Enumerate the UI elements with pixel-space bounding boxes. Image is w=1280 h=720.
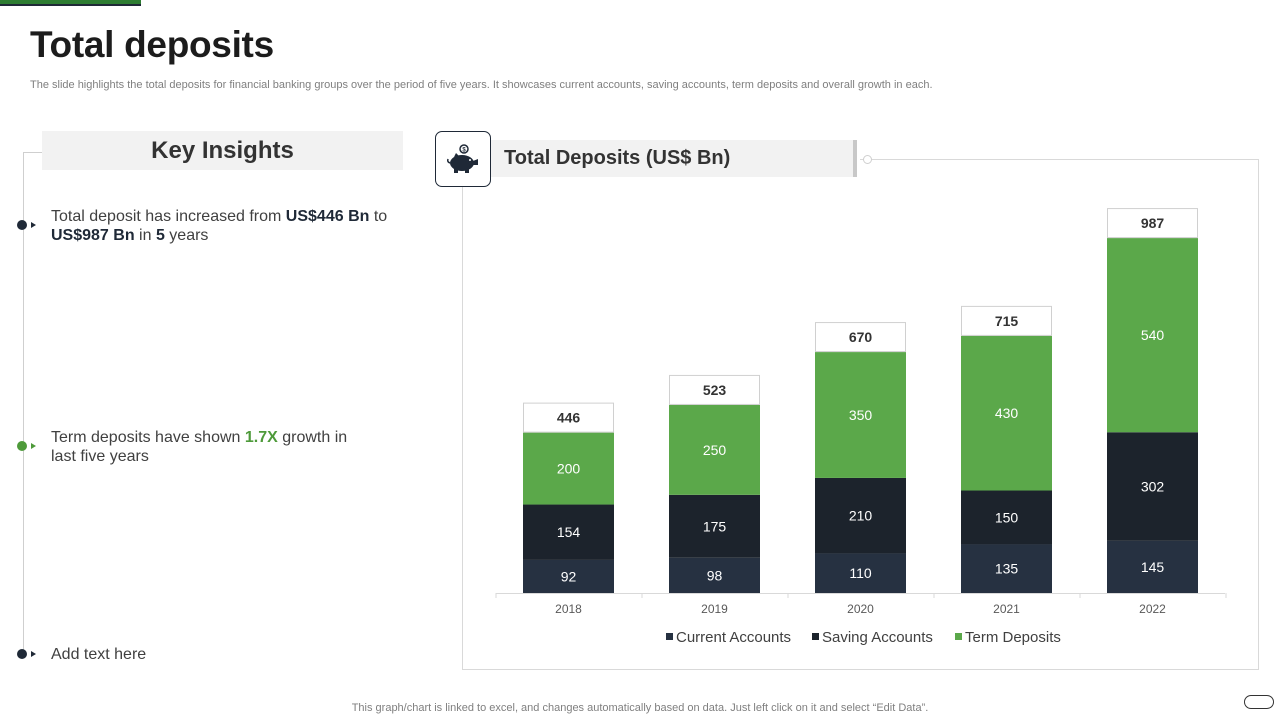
key-insights-title: Key Insights bbox=[151, 136, 294, 164]
frame-connector-dot bbox=[863, 155, 872, 164]
data-label: 135 bbox=[995, 561, 1019, 577]
legend-label: Saving Accounts bbox=[822, 629, 933, 646]
insight-item-3: Add text here bbox=[51, 646, 147, 663]
bullet-marker-1 bbox=[17, 220, 36, 230]
bullet-marker-2 bbox=[17, 441, 36, 451]
x-tick-label: 2021 bbox=[993, 602, 1020, 616]
timeline-line bbox=[23, 152, 24, 654]
term-deposits-bar bbox=[815, 352, 906, 478]
x-tick-label: 2018 bbox=[555, 602, 582, 616]
term-deposits-bar bbox=[669, 404, 760, 495]
term-deposits-bar bbox=[1107, 238, 1198, 433]
x-tick-label: 2022 bbox=[1139, 602, 1166, 616]
current-accounts-bar bbox=[961, 544, 1052, 593]
arrow-right-icon bbox=[31, 443, 36, 449]
total-label: 446 bbox=[557, 410, 581, 426]
data-label: 154 bbox=[557, 524, 581, 540]
footer-note: This graph/chart is linked to excel, and… bbox=[351, 702, 929, 714]
x-tick-label: 2019 bbox=[701, 602, 728, 616]
saving-accounts-bar bbox=[669, 494, 760, 558]
current-accounts-bar bbox=[669, 557, 760, 593]
arrow-right-icon bbox=[31, 222, 36, 228]
current-accounts-bar bbox=[1107, 540, 1198, 593]
total-label: 987 bbox=[1141, 215, 1165, 231]
total-label-box bbox=[1107, 208, 1198, 239]
bullet-dot-icon bbox=[17, 649, 27, 659]
saving-accounts-bar bbox=[815, 477, 906, 554]
data-label: 430 bbox=[995, 405, 1019, 421]
data-label: 210 bbox=[849, 508, 873, 524]
total-label-box bbox=[523, 402, 614, 433]
saving-accounts-bar bbox=[961, 490, 1052, 545]
data-label: 110 bbox=[849, 565, 872, 581]
bullet-dot-icon bbox=[17, 220, 27, 230]
total-label: 670 bbox=[849, 329, 873, 345]
data-label: 175 bbox=[703, 518, 727, 534]
term-deposits-bar bbox=[523, 432, 614, 505]
top-accent-bar-dark bbox=[0, 4, 141, 6]
data-label: 540 bbox=[1141, 327, 1165, 343]
total-label-box bbox=[669, 374, 760, 405]
insight-item-1: Total deposit has increased from US$446 … bbox=[51, 208, 388, 244]
timeline-connector bbox=[23, 152, 42, 153]
data-label: 250 bbox=[703, 442, 727, 458]
saving-accounts-bar bbox=[1107, 432, 1198, 541]
data-label: 302 bbox=[1141, 479, 1165, 495]
chart-title-box: Total Deposits (US$ Bn) bbox=[491, 140, 857, 177]
saving-accounts-bar bbox=[523, 504, 614, 560]
data-label: 200 bbox=[557, 461, 581, 477]
legend-swatch bbox=[666, 633, 673, 640]
bullet-marker-3 bbox=[17, 649, 36, 659]
piggy-bank-icon: $ bbox=[435, 131, 491, 187]
total-label-box bbox=[815, 322, 906, 353]
current-accounts-bar bbox=[523, 559, 614, 593]
legend-label: Term Deposits bbox=[965, 629, 1061, 646]
data-label: 92 bbox=[561, 568, 577, 584]
key-insights-header: Key Insights bbox=[42, 131, 403, 170]
svg-text:$: $ bbox=[462, 148, 466, 154]
legend-label: Current Accounts bbox=[676, 629, 791, 646]
legend-swatch bbox=[955, 633, 962, 640]
total-label-box bbox=[961, 305, 1052, 336]
data-label: 350 bbox=[849, 407, 873, 423]
data-label: 98 bbox=[707, 567, 723, 583]
term-deposits-bar bbox=[961, 335, 1052, 491]
chart-frame bbox=[462, 159, 1259, 670]
arrow-right-icon bbox=[31, 651, 36, 657]
data-label: 150 bbox=[995, 509, 1019, 525]
current-accounts-bar bbox=[815, 553, 906, 593]
x-tick-label: 2020 bbox=[847, 602, 874, 616]
page-subtitle: The slide highlights the total deposits … bbox=[30, 79, 933, 91]
total-label: 715 bbox=[995, 313, 1019, 329]
total-label: 523 bbox=[703, 382, 727, 398]
page-title: Total deposits bbox=[30, 24, 274, 65]
data-label: 145 bbox=[1141, 559, 1165, 575]
chart-title: Total Deposits (US$ Bn) bbox=[504, 147, 731, 169]
slide-pill-button[interactable] bbox=[1244, 695, 1274, 709]
bullet-dot-icon bbox=[17, 441, 27, 451]
legend-swatch bbox=[812, 633, 819, 640]
insight-item-2: Term deposits have shown 1.7X growth in … bbox=[51, 429, 348, 465]
top-accent-bar bbox=[0, 0, 141, 4]
